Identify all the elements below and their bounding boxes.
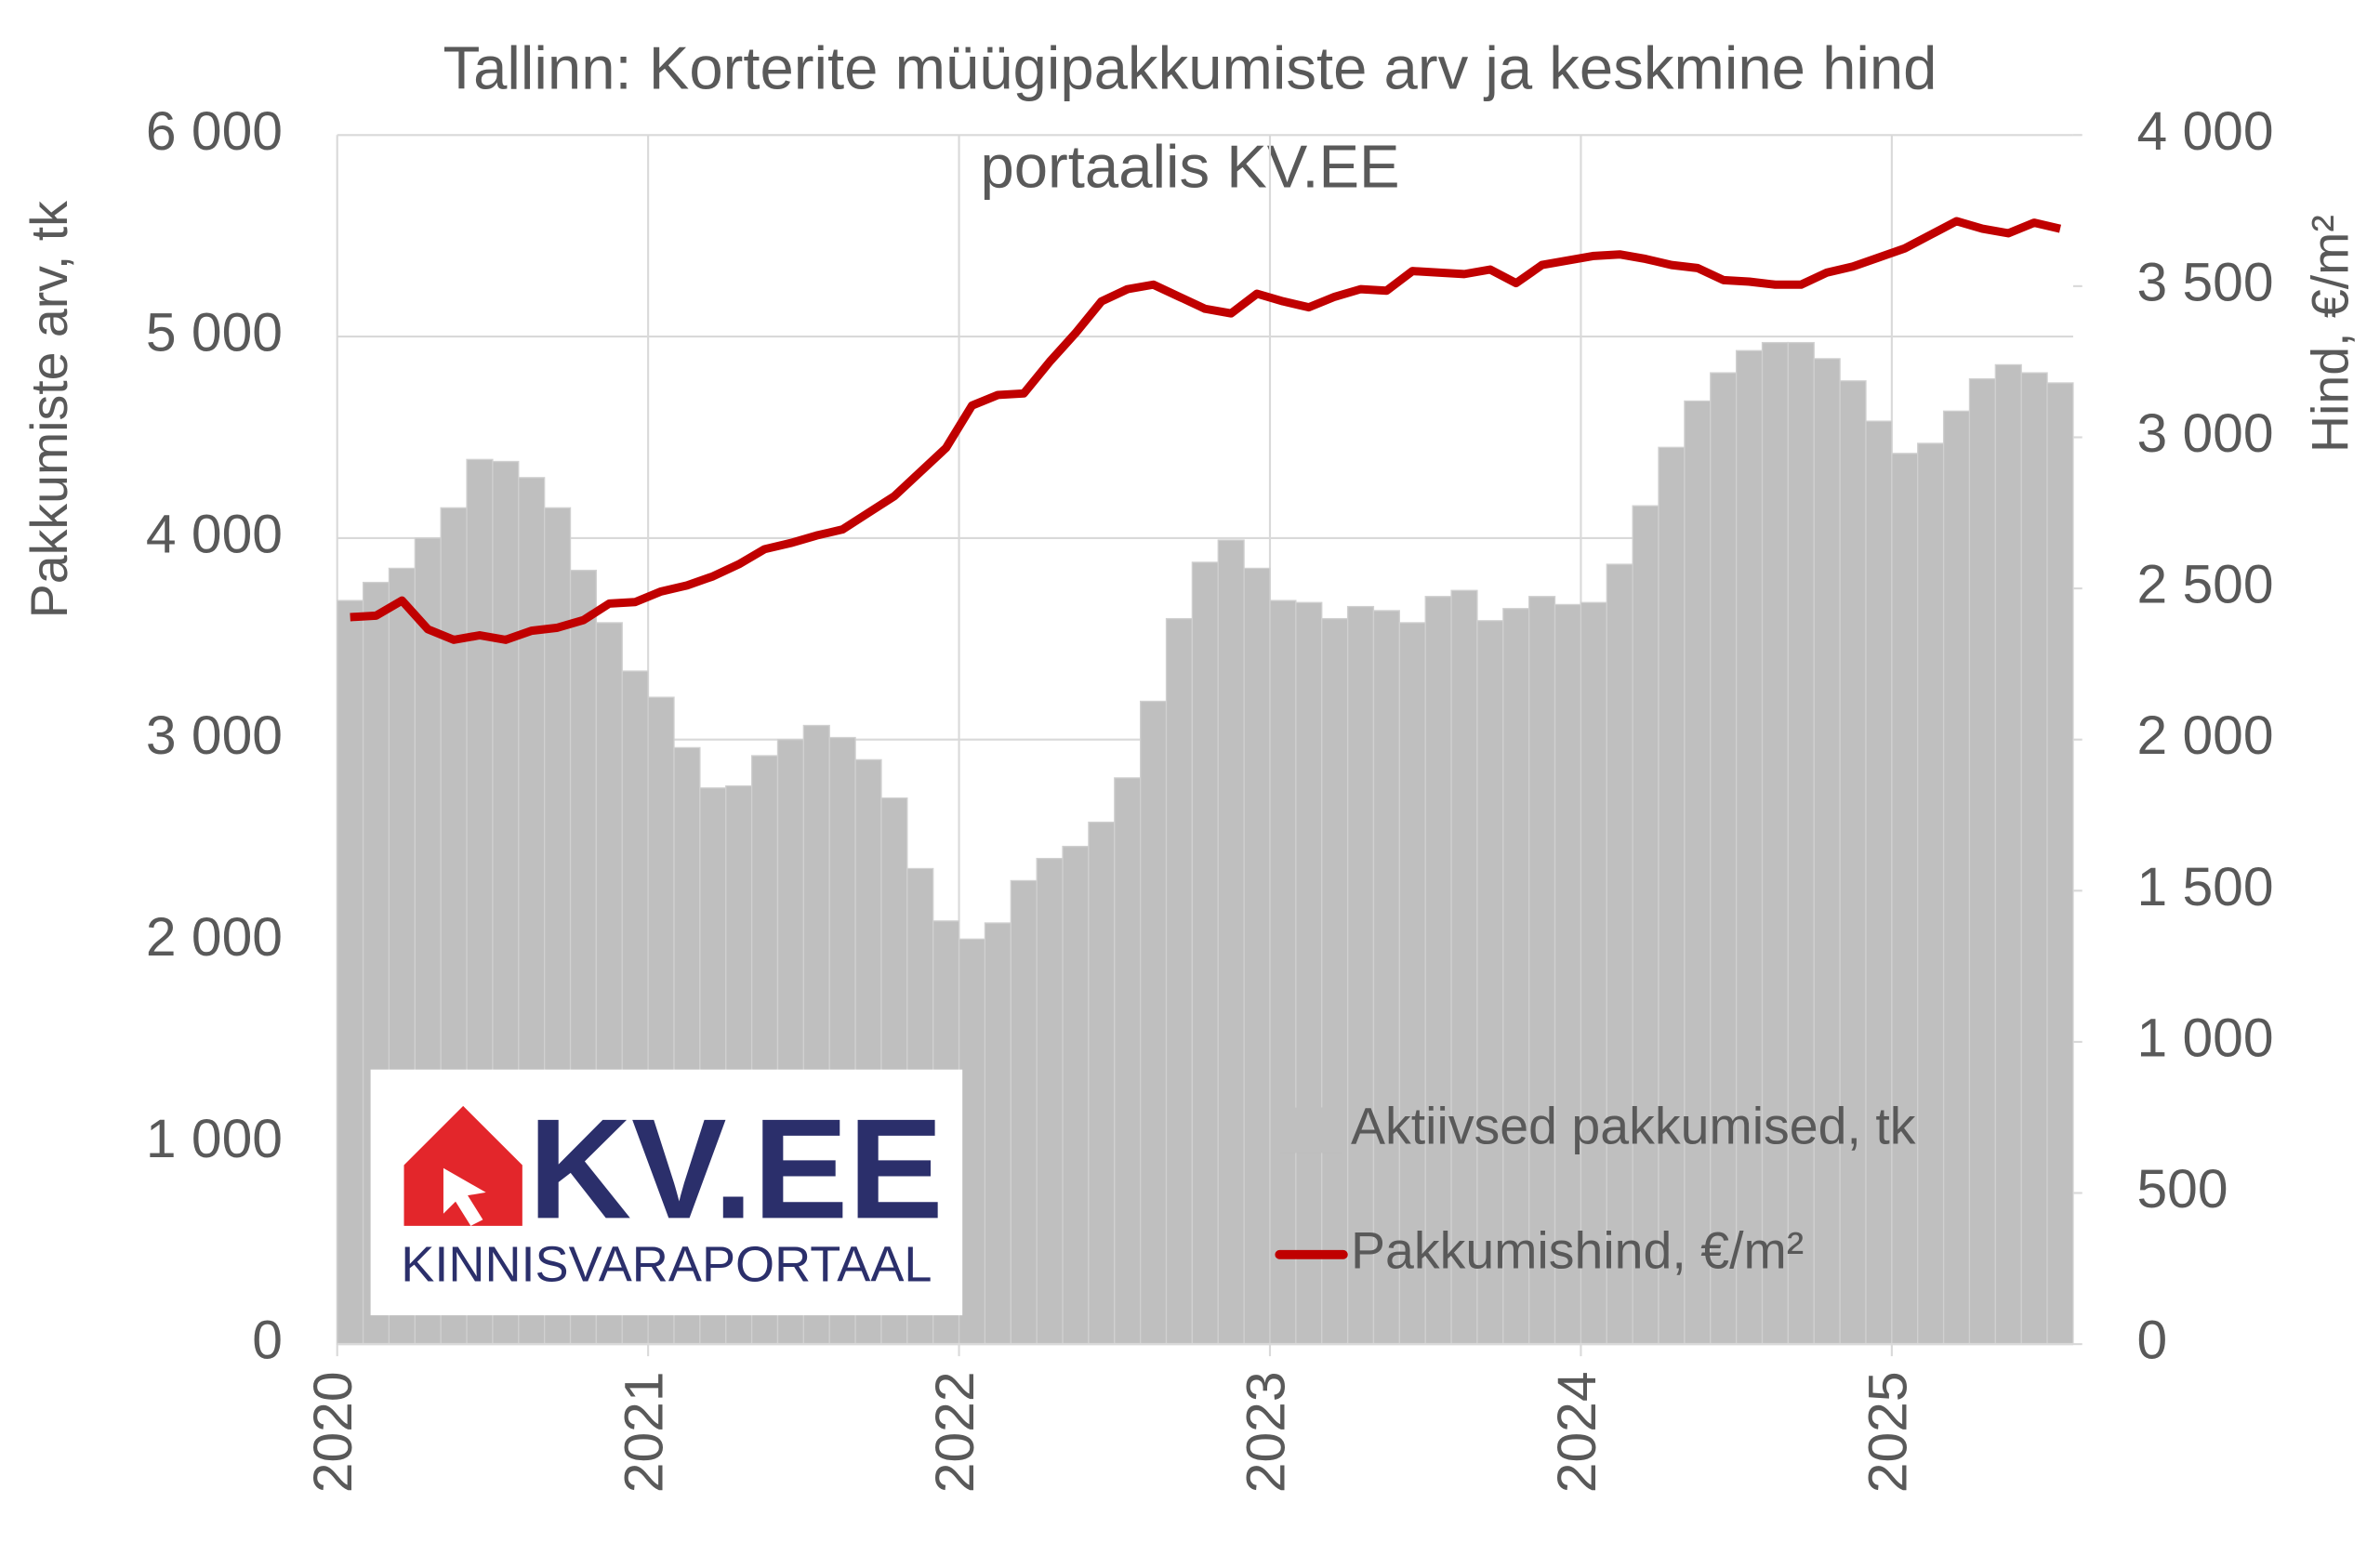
logo: KV.EE KINNISVARAPORTAAL [370,1069,963,1316]
chart-title: Tallinn: Korterite müügipakkumiste arv j… [443,34,1937,102]
bar [1787,341,1815,1345]
y2-tick-label: 500 [2136,1159,2228,1219]
bar [1036,857,1064,1345]
bar [1321,617,1349,1345]
bar [1088,821,1116,1345]
bar [1891,453,1919,1345]
bar [1735,349,1764,1345]
bar [2020,372,2048,1345]
y-tick-label: 0 [252,1311,283,1371]
bar [1450,589,1478,1345]
legend-label: Pakkumishind, €/m² [1351,1221,1804,1279]
y2-axis-title: Hind, €/m² [2301,215,2359,453]
bar [1839,380,1867,1345]
bar [984,922,1012,1345]
y2-tick-label: 3 500 [2136,252,2273,312]
y2-tick-label: 1 500 [2136,857,2273,917]
y-tick-label: 6 000 [146,101,283,162]
bar [1114,777,1142,1345]
x-tick-label: 2022 [925,1372,985,1494]
chart-title: portaalis KV.EE [980,133,1399,201]
bar [337,600,364,1345]
y-axis-title: Pakkumiste arv, tk [20,201,78,618]
bar [1295,601,1323,1345]
bar [2046,382,2074,1345]
bar [1243,567,1271,1345]
x-tick-label: 2020 [303,1372,364,1494]
y-tick-label: 5 000 [146,303,283,363]
bar [1165,617,1194,1345]
bar [1968,377,1996,1345]
bar [1865,420,1893,1345]
x-tick-label: 2024 [1547,1372,1607,1494]
bar [1994,363,2022,1345]
y-tick-label: 3 000 [146,705,283,766]
bar [1269,600,1297,1345]
bar [1658,446,1686,1345]
bar [1217,539,1245,1345]
x-tick-label: 2025 [1858,1372,1918,1494]
y-tick-label: 4 000 [146,504,283,564]
x-tick-label: 2021 [615,1372,675,1494]
y2-tick-label: 0 [2136,1311,2167,1371]
bar [1813,358,1841,1345]
y-tick-label: 1 000 [146,1109,283,1169]
bar [1010,879,1038,1345]
bar [1398,622,1426,1345]
bar [1942,410,1971,1345]
bar [1424,596,1452,1345]
bar [1139,700,1168,1345]
logo-tagline: KINNISVARAPORTAAL [401,1237,932,1293]
bar [1191,561,1219,1345]
x-tick-label: 2023 [1236,1372,1297,1494]
logo-name: KV.EE [528,1088,943,1248]
bar [1062,845,1090,1345]
bar [1710,372,1738,1345]
y2-tick-label: 2 000 [2136,705,2273,766]
bar [1761,341,1790,1345]
legend-label: Aktiivsed pakkumised, tk [1351,1098,1916,1155]
y-tick-label: 2 000 [146,907,283,968]
bar [1632,505,1659,1345]
bar [958,938,986,1345]
bar [1917,442,1945,1345]
y2-tick-label: 1 000 [2136,1008,2273,1068]
y2-tick-label: 3 000 [2136,403,2273,464]
y2-tick-label: 2 500 [2136,555,2273,615]
logo-icon [403,1105,522,1226]
legend-swatch [1279,1107,1343,1153]
y2-tick-label: 4 000 [2136,101,2273,162]
logo-background [370,1069,963,1316]
bar [1684,400,1712,1345]
line [350,217,2062,644]
